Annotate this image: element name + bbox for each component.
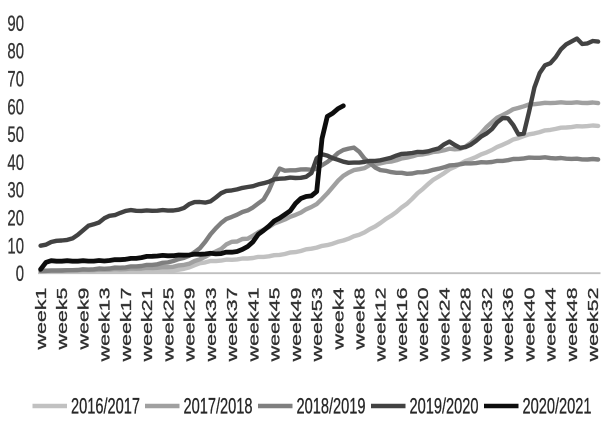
svg-text:week36: week36 <box>501 288 517 363</box>
svg-text:20: 20 <box>7 206 24 231</box>
svg-text:week25: week25 <box>161 288 177 363</box>
svg-text:50: 50 <box>7 122 24 147</box>
svg-text:0: 0 <box>16 261 24 286</box>
svg-text:week32: week32 <box>480 288 496 363</box>
svg-text:week9: week9 <box>76 288 92 351</box>
svg-text:week44: week44 <box>544 288 560 363</box>
svg-text:2018/2019: 2018/2019 <box>297 394 366 419</box>
svg-text:70: 70 <box>7 67 24 92</box>
svg-text:30: 30 <box>7 178 24 203</box>
svg-text:2019/2020: 2019/2020 <box>410 394 479 419</box>
svg-text:week21: week21 <box>140 288 156 363</box>
svg-text:week33: week33 <box>204 288 220 363</box>
svg-text:2016/2017: 2016/2017 <box>71 394 140 419</box>
svg-text:80: 80 <box>7 39 24 64</box>
svg-text:90: 90 <box>7 11 24 36</box>
svg-text:week37: week37 <box>225 288 241 363</box>
svg-text:week41: week41 <box>246 288 262 363</box>
svg-text:week45: week45 <box>268 288 284 363</box>
svg-text:week13: week13 <box>98 288 114 363</box>
svg-text:week8: week8 <box>353 288 369 351</box>
svg-text:week17: week17 <box>119 288 135 363</box>
svg-text:week4: week4 <box>331 288 347 351</box>
svg-text:week12: week12 <box>374 288 390 363</box>
svg-text:10: 10 <box>7 233 24 258</box>
svg-text:week40: week40 <box>522 288 538 363</box>
svg-text:week28: week28 <box>459 288 475 363</box>
svg-text:week53: week53 <box>310 288 326 363</box>
svg-text:week16: week16 <box>395 288 411 363</box>
svg-text:week24: week24 <box>438 288 454 363</box>
svg-text:2020/2021: 2020/2021 <box>523 394 592 419</box>
svg-text:week5: week5 <box>55 288 71 351</box>
svg-text:week20: week20 <box>416 288 432 363</box>
svg-text:60: 60 <box>7 94 24 119</box>
svg-text:week29: week29 <box>183 288 199 363</box>
svg-text:2017/2018: 2017/2018 <box>184 394 253 419</box>
svg-text:week49: week49 <box>289 288 305 363</box>
svg-text:week1: week1 <box>34 288 50 351</box>
svg-text:40: 40 <box>7 150 24 175</box>
svg-text:week48: week48 <box>565 288 581 363</box>
svg-text:week52: week52 <box>586 288 602 363</box>
